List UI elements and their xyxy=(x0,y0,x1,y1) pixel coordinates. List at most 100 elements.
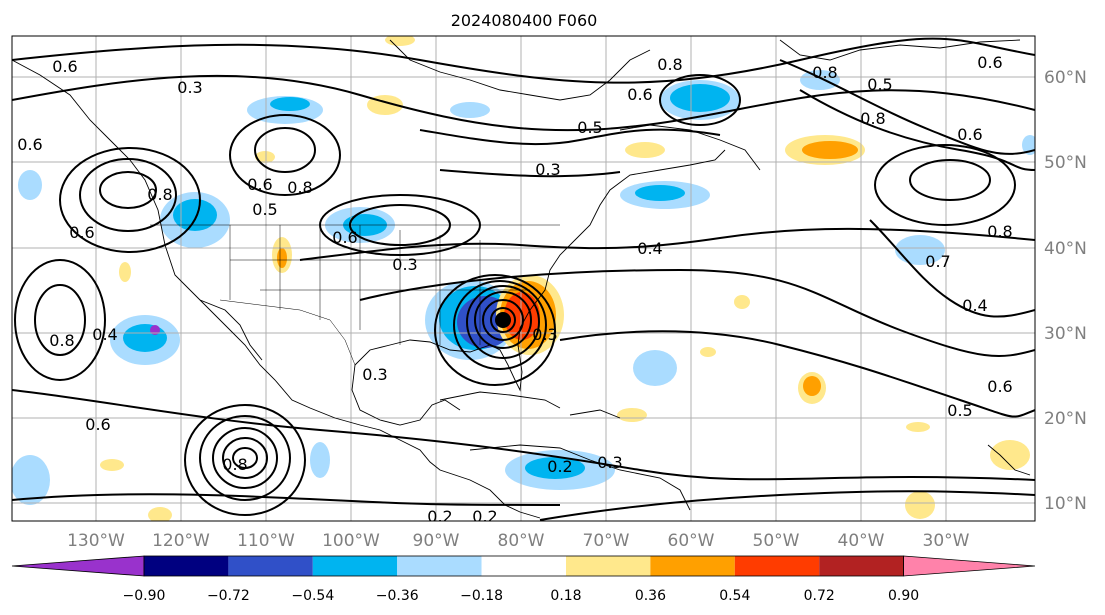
lon-label: 60°W xyxy=(668,531,715,551)
contour-label: 0.8 xyxy=(657,55,682,74)
contour-line xyxy=(184,404,306,516)
contour-line xyxy=(490,307,516,333)
lon-label: 130°W xyxy=(67,531,125,551)
contour-line xyxy=(474,291,532,349)
colorbar: −0.90 −0.72 −0.54 −0.36 −0.18 0.18 0.36 … xyxy=(11,555,1036,604)
lat-label: 40°N xyxy=(1044,239,1087,259)
contour-label: 0.2 xyxy=(427,507,452,526)
contour-label: 0.6 xyxy=(977,53,1002,72)
contour-label: 0.3 xyxy=(597,453,622,472)
shade-patch xyxy=(633,350,677,386)
contour-line xyxy=(869,219,1035,318)
colorbar-bin xyxy=(481,556,566,576)
contour-line xyxy=(12,493,561,506)
shade-patch xyxy=(385,36,415,46)
shade-patch xyxy=(734,295,750,309)
lon-label: 80°W xyxy=(498,531,545,551)
colorbar-bin xyxy=(650,556,735,576)
contour-label: 0.6 xyxy=(69,223,94,242)
contour-line xyxy=(79,158,177,232)
contour-label: 0.6 xyxy=(52,57,77,76)
contour-label: 0.6 xyxy=(85,415,110,434)
colorbar-bin xyxy=(144,556,229,576)
shade-patch xyxy=(525,457,585,479)
contour-line xyxy=(434,274,556,386)
lon-label: 110°W xyxy=(237,531,295,551)
contour-label: 0.3 xyxy=(532,325,557,344)
lon-label: 120°W xyxy=(152,531,210,551)
lon-label: 100°W xyxy=(322,531,380,551)
shade-patch xyxy=(450,102,490,118)
contour-label: 0.5 xyxy=(252,200,277,219)
contour-line xyxy=(559,330,1035,418)
colorbar-bin xyxy=(312,556,398,576)
shade-patch xyxy=(277,248,287,268)
shade-patch xyxy=(670,84,730,112)
contour-label: 0.3 xyxy=(392,255,417,274)
lat-axis: 60°N 50°N 40°N 30°N 20°N 10°N xyxy=(1044,68,1087,514)
shade-patch xyxy=(895,235,945,265)
lat-label: 10°N xyxy=(1044,494,1087,514)
contour-label: 0.8 xyxy=(49,331,74,350)
colorbar-tick: 0.90 xyxy=(888,588,919,604)
contour-label: 0.4 xyxy=(637,239,662,258)
contour-line xyxy=(229,114,341,196)
lon-label: 50°W xyxy=(753,531,800,551)
contour-line xyxy=(909,159,991,201)
contour-label: 0.4 xyxy=(962,296,987,315)
contour-line xyxy=(212,427,278,489)
contour-line xyxy=(14,259,106,381)
contour-label: 0.8 xyxy=(147,185,172,204)
shade-patch xyxy=(100,459,124,471)
shade-patch xyxy=(270,97,310,111)
shade-patch xyxy=(148,507,172,521)
lat-label: 60°N xyxy=(1044,68,1087,88)
colorbar-bin xyxy=(397,556,482,576)
contour-line xyxy=(99,171,157,209)
lat-label: 30°N xyxy=(1044,324,1087,344)
contour-line xyxy=(222,437,268,479)
contour-line xyxy=(12,389,1035,481)
contour-line xyxy=(349,204,451,246)
colorbar-tick: −0.18 xyxy=(460,588,503,604)
contour-line xyxy=(799,89,1035,171)
contour-line xyxy=(874,144,1016,226)
lon-label: 40°W xyxy=(838,531,885,551)
colorbar-tick: 0.18 xyxy=(550,588,581,604)
lat-label: 50°N xyxy=(1044,153,1087,173)
contour-label: 0.8 xyxy=(222,455,247,474)
contour-line xyxy=(466,285,540,359)
contour-line xyxy=(482,299,524,341)
contour-line xyxy=(199,415,291,501)
contour-label: 0.3 xyxy=(535,160,560,179)
plot-title: 2024080400 F060 xyxy=(451,11,598,30)
shade-patch xyxy=(635,185,685,201)
mexico-gulf xyxy=(351,364,461,426)
contour-label: 0.6 xyxy=(987,377,1012,396)
contour-line xyxy=(539,490,1035,521)
contour-line xyxy=(59,147,201,253)
shade-patch xyxy=(119,262,131,282)
colorbar-tick: −0.72 xyxy=(207,588,250,604)
contour-label: 0.5 xyxy=(867,75,892,94)
shade-patch xyxy=(700,347,716,357)
colorbar-tick: −0.90 xyxy=(123,588,166,604)
cuba xyxy=(439,391,561,409)
contour-line xyxy=(439,169,621,178)
colorbar-bin xyxy=(734,556,820,576)
contour-label: 0.5 xyxy=(577,118,602,137)
shade-patch xyxy=(625,142,665,158)
colorbar-tick: 0.36 xyxy=(635,588,666,604)
contour-line xyxy=(12,37,1035,84)
contour-label: 0.8 xyxy=(860,109,885,128)
contour-line xyxy=(254,127,316,173)
contour-label: 0.7 xyxy=(925,252,950,271)
map-panel: 0.3 0.6 0.8 0.4 0.5 0.6 0.8 0.3 0.6 0.8 … xyxy=(12,36,1035,526)
shade-patch xyxy=(173,199,217,231)
shade-patch xyxy=(905,491,935,519)
contour-label: 0.6 xyxy=(957,125,982,144)
lon-label: 70°W xyxy=(583,531,630,551)
colorbar-tick: −0.54 xyxy=(291,588,334,604)
colorbar-frame xyxy=(143,555,904,577)
